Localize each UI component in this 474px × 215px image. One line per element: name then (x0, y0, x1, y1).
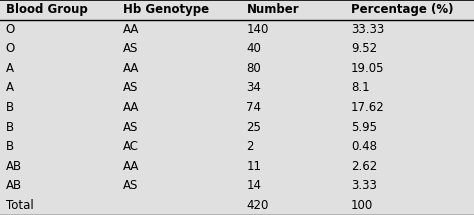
Text: Blood Group: Blood Group (6, 3, 87, 16)
Text: 19.05: 19.05 (351, 62, 384, 75)
Text: B: B (6, 101, 14, 114)
Text: 14: 14 (246, 179, 262, 192)
Text: A: A (6, 81, 14, 94)
Text: 2.62: 2.62 (351, 160, 377, 173)
Text: O: O (6, 42, 15, 55)
Text: 33.33: 33.33 (351, 23, 384, 36)
Text: AB: AB (6, 160, 22, 173)
Text: AC: AC (123, 140, 139, 153)
Text: AS: AS (123, 121, 138, 134)
Text: B: B (6, 140, 14, 153)
Text: 74: 74 (246, 101, 262, 114)
Text: AS: AS (123, 42, 138, 55)
Text: 17.62: 17.62 (351, 101, 384, 114)
Text: 0.48: 0.48 (351, 140, 377, 153)
Text: 420: 420 (246, 199, 269, 212)
Text: AS: AS (123, 81, 138, 94)
Text: Total: Total (6, 199, 34, 212)
Text: 140: 140 (246, 23, 269, 36)
Text: AA: AA (123, 62, 140, 75)
Text: A: A (6, 62, 14, 75)
Text: AA: AA (123, 160, 140, 173)
Text: Hb Genotype: Hb Genotype (123, 3, 210, 16)
Text: 34: 34 (246, 81, 261, 94)
Text: AA: AA (123, 23, 140, 36)
Text: 2: 2 (246, 140, 254, 153)
Text: AS: AS (123, 179, 138, 192)
Text: 11: 11 (246, 160, 262, 173)
Text: 40: 40 (246, 42, 261, 55)
Text: B: B (6, 121, 14, 134)
Text: 100: 100 (351, 199, 373, 212)
Text: AA: AA (123, 101, 140, 114)
Text: 80: 80 (246, 62, 261, 75)
Text: AB: AB (6, 179, 22, 192)
Text: 25: 25 (246, 121, 261, 134)
Text: 8.1: 8.1 (351, 81, 369, 94)
Text: 9.52: 9.52 (351, 42, 377, 55)
Text: 3.33: 3.33 (351, 179, 377, 192)
Text: 5.95: 5.95 (351, 121, 377, 134)
Text: Percentage (%): Percentage (%) (351, 3, 453, 16)
Text: O: O (6, 23, 15, 36)
Text: Number: Number (246, 3, 299, 16)
